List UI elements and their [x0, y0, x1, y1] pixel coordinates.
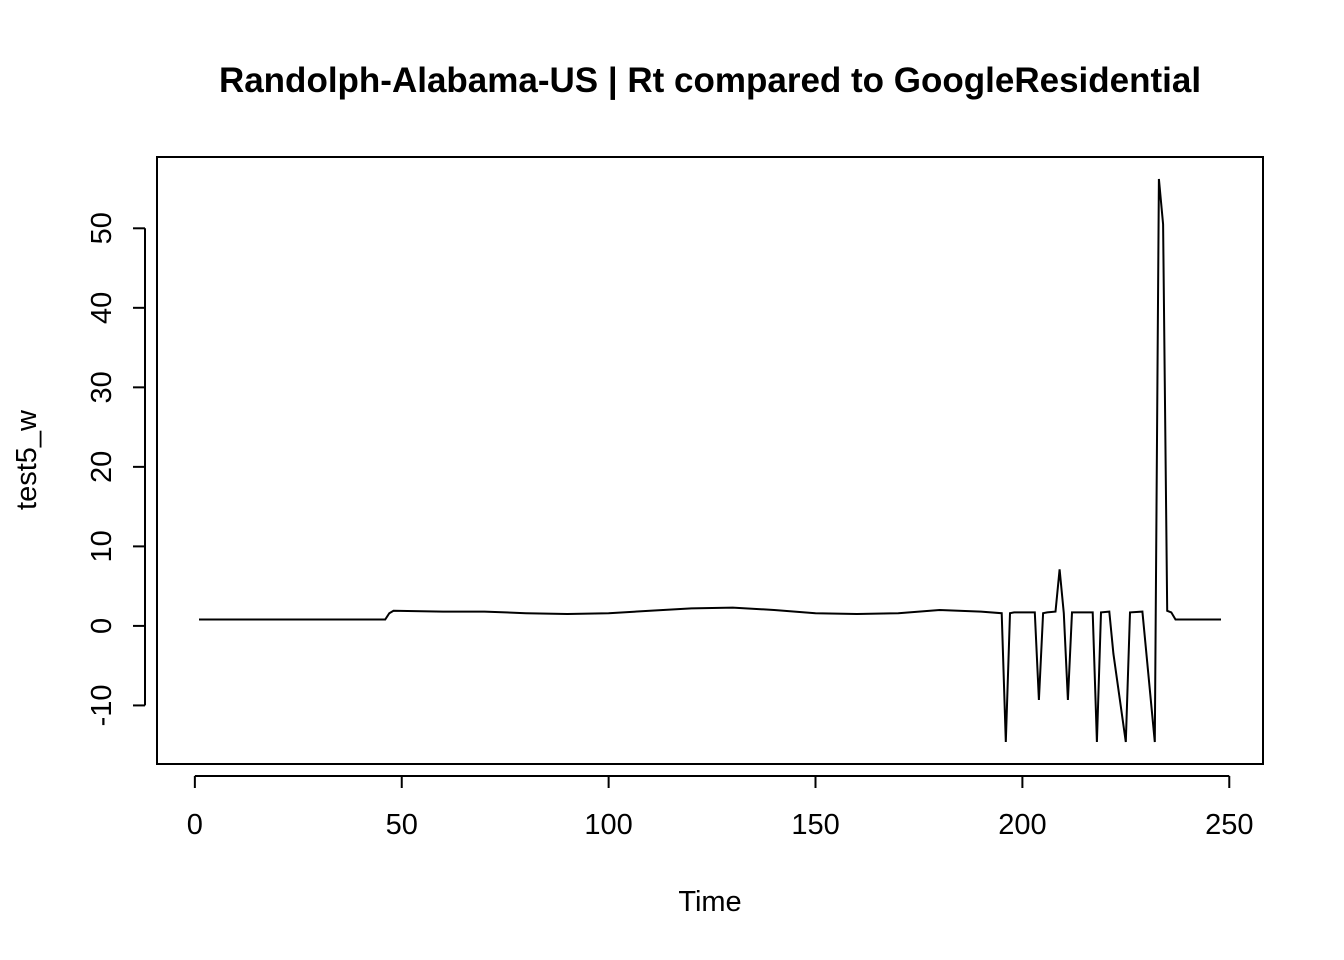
x-tick-label: 250	[1205, 809, 1253, 841]
chart-title: Randolph-Alabama-US | Rt compared to Goo…	[219, 61, 1201, 100]
x-tick-label: 100	[584, 809, 632, 841]
series-line	[199, 178, 1221, 743]
y-tick-label: 50	[86, 212, 118, 244]
y-axis: -10 0 10 20 30 40 50	[86, 212, 146, 726]
y-tick-label: 10	[86, 530, 118, 562]
series-layer	[199, 178, 1221, 743]
x-tick-label: 150	[791, 809, 839, 841]
y-tick-label: 30	[86, 371, 118, 403]
x-tick-label: 50	[386, 809, 418, 841]
x-axis: 0 50 100 150 200 250	[187, 775, 1253, 841]
y-axis-label: test5_w	[11, 409, 43, 510]
y-tick-label: 20	[86, 451, 118, 483]
plot-frame	[156, 156, 1264, 765]
x-tick-label: 0	[187, 809, 203, 841]
y-tick-label: -10	[86, 684, 118, 726]
x-axis-label: Time	[678, 886, 741, 918]
y-tick-label: 40	[86, 292, 118, 324]
x-tick-label: 200	[998, 809, 1046, 841]
y-tick-label: 0	[86, 618, 118, 634]
